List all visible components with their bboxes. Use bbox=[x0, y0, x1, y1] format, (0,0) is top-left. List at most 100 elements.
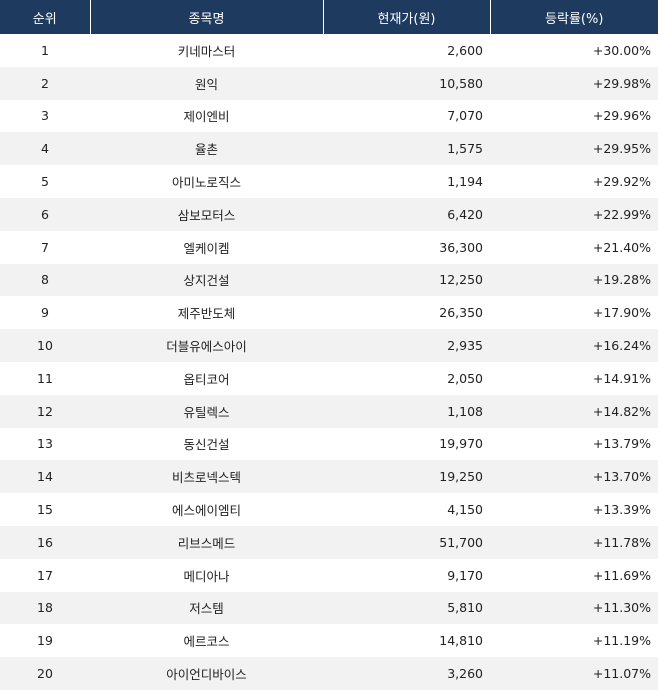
price-cell: 7,070 bbox=[447, 108, 483, 124]
header-name: 종목명 bbox=[89, 0, 323, 34]
price-cell: 1,194 bbox=[447, 174, 483, 190]
change-rate-cell: +14.91% bbox=[592, 370, 651, 386]
change-rate-cell: +13.79% bbox=[592, 436, 651, 452]
price-cell: 6,420 bbox=[447, 206, 483, 222]
header-rank: 순위 bbox=[32, 11, 57, 27]
table-row: 3 제이엔비 7,070 +29.96% bbox=[0, 99, 658, 133]
rank-cell: 13 bbox=[37, 436, 53, 452]
table-header: 순위 종목명 현재가(원) 등락률(%) bbox=[0, 0, 658, 34]
stock-name-cell: 삼보모터스 bbox=[177, 207, 236, 223]
change-rate-cell: +29.98% bbox=[592, 75, 651, 91]
rank-cell: 9 bbox=[41, 305, 49, 321]
rank-cell: 20 bbox=[37, 666, 53, 682]
price-cell: 19,970 bbox=[439, 436, 483, 452]
stock-name-cell: 옵티코어 bbox=[183, 371, 230, 387]
table-row: 18 저스템 5,810 +11.30% bbox=[0, 591, 658, 625]
stock-name-cell: 아미노로직스 bbox=[171, 175, 241, 191]
stock-name-cell: 제주반도체 bbox=[177, 306, 236, 322]
table-row: 9 제주반도체 26,350 +17.90% bbox=[0, 296, 658, 330]
table-body: 1 키네마스터 2,600 +30.00% 2 원익 10,580 +29.98% 3 제이엔비 7… bbox=[0, 34, 658, 690]
rank-cell: 1 bbox=[41, 42, 49, 58]
change-rate-cell: +30.00% bbox=[592, 42, 651, 58]
rank-cell: 11 bbox=[37, 370, 53, 386]
rank-cell: 12 bbox=[37, 403, 53, 419]
rank-cell: 17 bbox=[37, 567, 53, 583]
change-rate-cell: +11.78% bbox=[592, 534, 651, 550]
table-row: 19 에르코스 14,810 +11.19% bbox=[0, 624, 658, 658]
price-cell: 19,250 bbox=[439, 469, 483, 485]
price-cell: 1,108 bbox=[447, 403, 483, 419]
change-rate-cell: +17.90% bbox=[592, 305, 651, 321]
table-row: 13 동신건설 19,970 +13.79% bbox=[0, 427, 658, 461]
change-rate-cell: +14.82% bbox=[592, 403, 651, 419]
rank-cell: 19 bbox=[37, 633, 53, 649]
stock-name-cell: 저스템 bbox=[189, 601, 224, 617]
price-cell: 4,150 bbox=[447, 502, 483, 518]
table-row: 17 메디아나 9,170 +11.69% bbox=[0, 558, 658, 592]
table-row: 7 엘케이켐 36,300 +21.40% bbox=[0, 230, 658, 264]
price-cell: 3,260 bbox=[447, 666, 483, 682]
price-cell: 14,810 bbox=[439, 633, 483, 649]
table-row: 10 더블유에스아이 2,935 +16.24% bbox=[0, 329, 658, 362]
change-rate-cell: +13.39% bbox=[592, 502, 651, 518]
stock-name-cell: 리브스메드 bbox=[177, 535, 236, 551]
stock-name-cell: 제이엔비 bbox=[183, 109, 230, 125]
rank-cell: 8 bbox=[41, 272, 49, 288]
change-rate-cell: +29.96% bbox=[592, 108, 651, 124]
rank-cell: 18 bbox=[37, 600, 53, 616]
table-row: 20 아이언디바이스 3,260 +11.07% bbox=[0, 657, 658, 690]
rank-cell: 6 bbox=[41, 206, 49, 222]
change-rate-cell: +11.07% bbox=[592, 666, 651, 682]
change-rate-cell: +29.92% bbox=[592, 174, 651, 190]
price-cell: 2,935 bbox=[447, 338, 483, 354]
price-cell: 51,700 bbox=[439, 534, 483, 550]
stock-name-cell: 상지건설 bbox=[183, 273, 230, 289]
table-row: 15 에스에이엠티 4,150 +13.39% bbox=[0, 493, 658, 526]
rank-cell: 14 bbox=[37, 469, 53, 485]
stock-name-cell: 엘케이켐 bbox=[183, 240, 230, 256]
stock-name-cell: 메디아나 bbox=[183, 568, 230, 584]
stock-name-cell: 동신건설 bbox=[183, 437, 230, 453]
rank-cell: 7 bbox=[41, 239, 49, 255]
change-rate-cell: +19.28% bbox=[592, 272, 651, 288]
stock-name-cell: 비츠로넥스텍 bbox=[171, 470, 241, 486]
stock-name-cell: 원익 bbox=[194, 76, 218, 92]
table-row: 14 비츠로넥스텍 19,250 +13.70% bbox=[0, 460, 658, 494]
change-rate-cell: +11.69% bbox=[592, 567, 651, 583]
table-row: 4 율촌 1,575 +29.95% bbox=[0, 132, 658, 166]
stock-name-cell: 키네마스터 bbox=[177, 43, 236, 59]
change-rate-cell: +21.40% bbox=[592, 239, 651, 255]
price-cell: 1,575 bbox=[447, 141, 483, 157]
rank-cell: 2 bbox=[41, 75, 49, 91]
price-cell: 26,350 bbox=[439, 305, 483, 321]
price-cell: 12,250 bbox=[439, 272, 483, 288]
header-change: 등락률(%) bbox=[489, 0, 658, 34]
table-row: 6 삼보모터스 6,420 +22.99% bbox=[0, 197, 658, 231]
change-rate-cell: +11.30% bbox=[592, 600, 651, 616]
table-row: 8 상지건설 12,250 +19.28% bbox=[0, 263, 658, 297]
rank-cell: 15 bbox=[37, 502, 53, 518]
price-cell: 5,810 bbox=[447, 600, 483, 616]
stock-name-cell: 율촌 bbox=[194, 142, 218, 158]
table-row: 1 키네마스터 2,600 +30.00% bbox=[0, 34, 658, 67]
rank-cell: 4 bbox=[41, 141, 49, 157]
stock-name-cell: 더블유에스아이 bbox=[166, 339, 247, 355]
stock-name-cell: 아이언디바이스 bbox=[166, 667, 247, 683]
stock-name-cell: 에스에이엠티 bbox=[171, 503, 241, 519]
table-row: 11 옵티코어 2,050 +14.91% bbox=[0, 361, 658, 395]
price-cell: 10,580 bbox=[439, 75, 483, 91]
table-row: 16 리브스메드 51,700 +11.78% bbox=[0, 525, 658, 559]
header-row: 순위 종목명 현재가(원) 등락률(%) bbox=[0, 0, 658, 34]
change-rate-cell: +29.95% bbox=[592, 141, 651, 157]
stock-name-cell: 에르코스 bbox=[183, 634, 230, 650]
price-cell: 2,600 bbox=[447, 42, 483, 58]
rank-cell: 3 bbox=[41, 108, 49, 124]
change-rate-cell: +22.99% bbox=[592, 206, 651, 222]
price-cell: 2,050 bbox=[447, 370, 483, 386]
rank-cell: 16 bbox=[37, 534, 53, 550]
stock-name-cell: 유틸렉스 bbox=[183, 404, 230, 420]
rank-cell: 10 bbox=[37, 338, 53, 354]
price-cell: 36,300 bbox=[439, 239, 483, 255]
table-row: 12 유틸렉스 1,108 +14.82% bbox=[0, 394, 658, 428]
